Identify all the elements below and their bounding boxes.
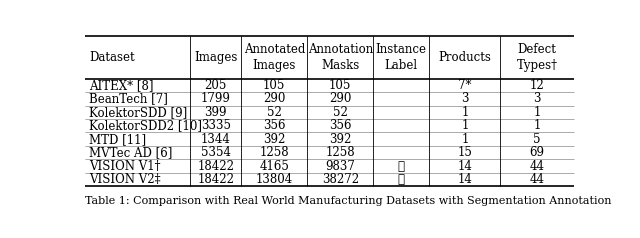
Text: 44: 44	[529, 159, 545, 173]
Text: 1799: 1799	[201, 92, 230, 105]
Text: BeanTech [7]: BeanTech [7]	[89, 92, 168, 105]
Text: 18422: 18422	[197, 173, 234, 186]
Text: 1: 1	[533, 106, 541, 119]
Text: 1: 1	[461, 119, 468, 132]
Text: KolektorSDD [9]: KolektorSDD [9]	[89, 106, 187, 119]
Text: 14: 14	[458, 173, 472, 186]
Text: 44: 44	[529, 173, 545, 186]
Text: 14: 14	[458, 159, 472, 173]
Text: Annotated: Annotated	[244, 43, 305, 56]
Text: 392: 392	[329, 133, 351, 146]
Text: 3: 3	[461, 92, 468, 105]
Text: 1: 1	[461, 133, 468, 146]
Text: 52: 52	[333, 106, 348, 119]
Text: Masks: Masks	[321, 59, 359, 71]
Text: 105: 105	[329, 79, 351, 92]
Text: ✓: ✓	[398, 159, 405, 173]
Text: Instance: Instance	[376, 43, 427, 56]
Text: MTD [11]: MTD [11]	[89, 133, 146, 146]
Text: 392: 392	[263, 133, 285, 146]
Text: Types†: Types†	[516, 59, 557, 71]
Text: 38272: 38272	[322, 173, 359, 186]
Text: Annotation: Annotation	[308, 43, 373, 56]
Text: KolektorSDD2 [10]: KolektorSDD2 [10]	[89, 119, 202, 132]
Text: 69: 69	[529, 146, 545, 159]
Text: 13804: 13804	[255, 173, 293, 186]
Text: 1344: 1344	[201, 133, 230, 146]
Text: 205: 205	[204, 79, 227, 92]
Text: 290: 290	[329, 92, 351, 105]
Text: 105: 105	[263, 79, 285, 92]
Text: 7*: 7*	[458, 79, 472, 92]
Text: 1: 1	[533, 119, 541, 132]
Text: 9837: 9837	[325, 159, 355, 173]
Text: 5354: 5354	[201, 146, 230, 159]
Text: 12: 12	[529, 79, 544, 92]
Text: VISION V2‡: VISION V2‡	[89, 173, 161, 186]
Text: VISION V1†: VISION V1†	[89, 159, 161, 173]
Text: 399: 399	[204, 106, 227, 119]
Text: 1258: 1258	[325, 146, 355, 159]
Text: 3335: 3335	[201, 119, 230, 132]
Text: ✓: ✓	[398, 173, 405, 186]
Text: MVTec AD [6]: MVTec AD [6]	[89, 146, 172, 159]
Text: Dataset: Dataset	[89, 51, 134, 64]
Text: 356: 356	[263, 119, 285, 132]
Text: Defect: Defect	[518, 43, 556, 56]
Text: 1258: 1258	[259, 146, 289, 159]
Text: Images: Images	[194, 51, 237, 64]
Text: 52: 52	[267, 106, 282, 119]
Text: 356: 356	[329, 119, 351, 132]
Text: 15: 15	[458, 146, 472, 159]
Text: Products: Products	[438, 51, 492, 64]
Text: 18422: 18422	[197, 159, 234, 173]
Text: Label: Label	[385, 59, 418, 71]
Text: 1: 1	[461, 106, 468, 119]
Text: 290: 290	[263, 92, 285, 105]
Text: Table 1: Comparison with Real World Manufacturing Datasets with Segmentation Ann: Table 1: Comparison with Real World Manu…	[85, 196, 611, 206]
Text: 4165: 4165	[259, 159, 289, 173]
Text: AITEX* [8]: AITEX* [8]	[89, 79, 154, 92]
Text: Images: Images	[253, 59, 296, 71]
Text: 5: 5	[533, 133, 541, 146]
Text: 3: 3	[533, 92, 541, 105]
